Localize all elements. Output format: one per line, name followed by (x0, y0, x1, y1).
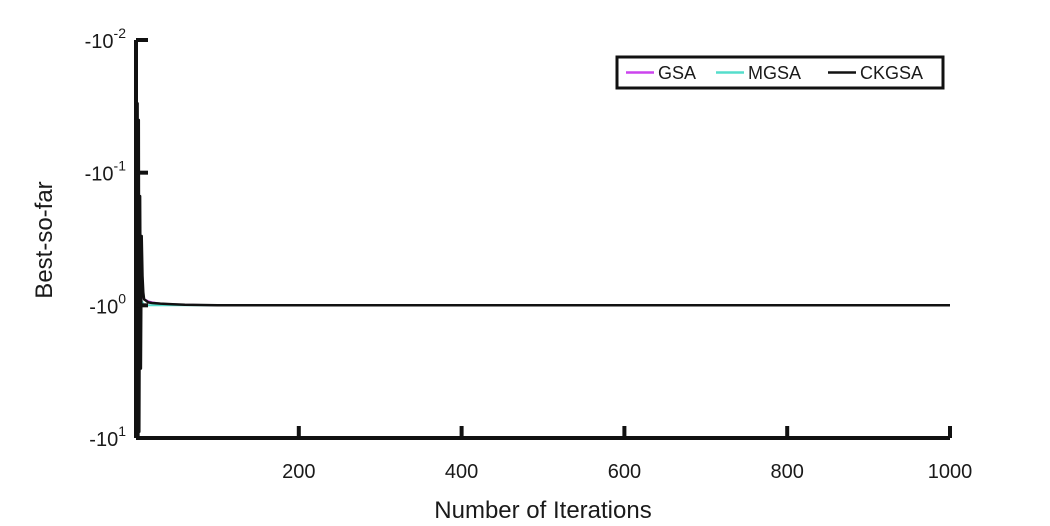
y-tick-label: -10-2 (85, 25, 127, 53)
x-tick-label: 400 (445, 461, 478, 483)
legend-label-ckgsa: CKGSA (860, 63, 923, 83)
legend-label-mgsa: MGSA (748, 63, 801, 83)
legend-label-gsa: GSA (658, 63, 696, 83)
x-tick-label: 1000 (928, 461, 973, 483)
y-tick-label: -100 (89, 290, 126, 318)
plot-lines (135, 102, 950, 440)
series-line-ckgsa (135, 102, 950, 440)
x-axis-label: Number of Iterations (434, 497, 651, 524)
y-tick-label: -10-1 (85, 158, 127, 186)
axes (134, 40, 950, 440)
x-tick-label: 200 (282, 461, 315, 483)
x-tick-label: 600 (608, 461, 641, 483)
series-line-mgsa (135, 264, 950, 432)
ticks: 200 400 600 800 1000 -10-2 -10-1 -100 -101 (85, 25, 973, 483)
legend-box (615, 55, 945, 90)
legend: GSA MGSA CKGSA (615, 55, 945, 90)
series-line-gsa (135, 235, 950, 426)
y-axis-label: Best-so-far (31, 181, 58, 298)
y-tick-label: -101 (89, 423, 126, 451)
x-tick-label: 800 (771, 461, 804, 483)
